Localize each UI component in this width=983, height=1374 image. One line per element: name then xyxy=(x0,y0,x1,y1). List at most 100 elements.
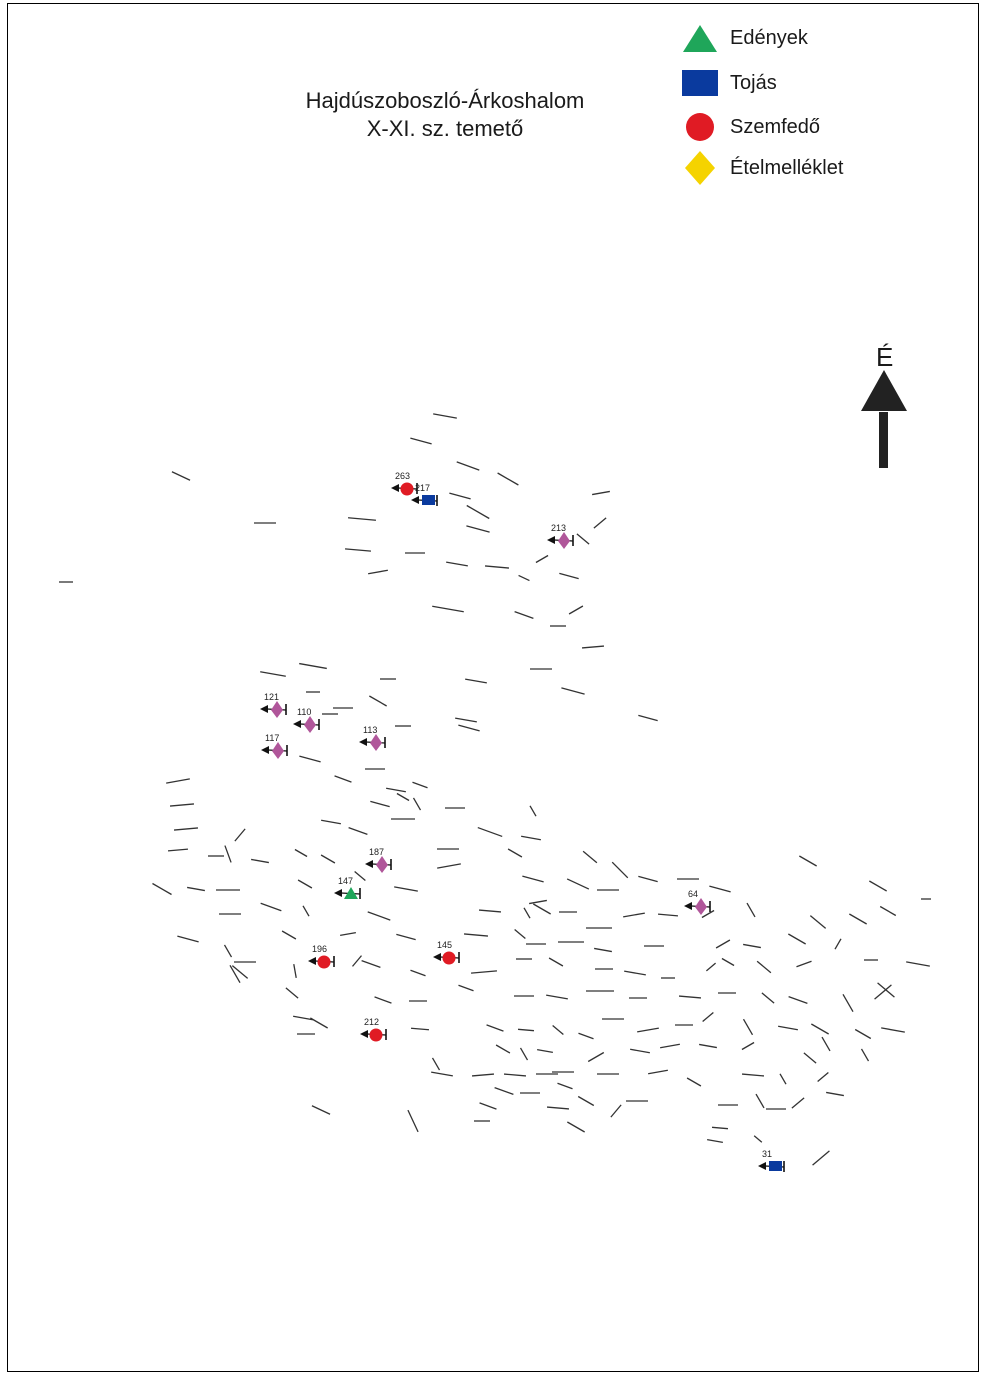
grave-outline xyxy=(788,933,806,945)
grave-outline xyxy=(552,1025,564,1035)
grave-outline xyxy=(479,1102,497,1110)
grave-outline xyxy=(869,880,887,892)
grave-marker-212[interactable]: 212 xyxy=(360,1017,387,1042)
grave-outline xyxy=(466,525,490,533)
grave-marker-187[interactable]: 187 xyxy=(365,847,392,873)
legend-label: Szemfedő xyxy=(730,115,821,138)
grave-outline xyxy=(334,775,352,783)
grave-outline xyxy=(702,1012,714,1022)
circle-icon xyxy=(680,111,720,143)
grave-marker-213[interactable]: 213 xyxy=(547,523,574,549)
grave-markers: 263 217 213 121 110 117 113 187 147 196 145 212 64 31 xyxy=(260,471,785,1172)
tojas-marker-icon xyxy=(422,495,435,505)
grave-outline xyxy=(229,965,241,983)
grave-outline xyxy=(741,1041,755,1051)
grave-outline xyxy=(535,554,549,564)
grave-number-label: 212 xyxy=(364,1017,379,1027)
grave-outline xyxy=(686,1077,702,1087)
cemetery-map: 263 217 213 121 110 117 113 187 147 196 145 212 64 31 xyxy=(59,370,931,1172)
grave-marker-196[interactable]: 196 xyxy=(308,944,335,969)
legend-item-etelmelleklet: Ételmelléklet xyxy=(680,151,843,185)
grave-outline xyxy=(410,969,426,977)
grave-outline xyxy=(533,903,551,915)
grave-outline xyxy=(546,994,568,1000)
grave-outline xyxy=(592,490,610,496)
grave-outline xyxy=(799,855,817,867)
grave-outline xyxy=(743,943,761,949)
grave-outline xyxy=(503,1073,527,1077)
grave-outline xyxy=(578,1032,594,1040)
grave-marker-117[interactable]: 117 xyxy=(261,733,288,759)
grave-outline xyxy=(320,854,336,864)
grave-outline xyxy=(518,574,530,582)
grave-outline xyxy=(367,911,391,921)
grave-outline xyxy=(352,955,362,967)
grave-outline xyxy=(368,569,388,575)
grave-outline xyxy=(507,848,523,858)
triangle-icon xyxy=(680,22,720,54)
grave-outline xyxy=(446,561,468,567)
grave-outline xyxy=(809,915,827,929)
grave-marker-121[interactable]: 121 xyxy=(260,692,287,718)
grave-outline xyxy=(477,826,503,838)
grave-outline xyxy=(297,879,313,889)
grave-outline xyxy=(456,461,480,471)
grave-outline xyxy=(431,1071,453,1077)
grave-outline xyxy=(826,1091,844,1097)
grave-outline xyxy=(169,803,195,807)
grave-outline xyxy=(834,938,842,950)
grave-outline xyxy=(582,850,598,864)
grave-outline xyxy=(396,933,416,941)
grave-outline xyxy=(374,996,392,1004)
grave-marker-263[interactable]: 263 xyxy=(391,471,418,496)
grave-outline xyxy=(340,931,356,937)
grave-outlines xyxy=(59,413,931,1166)
grave-outline xyxy=(581,645,605,649)
grave-outline xyxy=(576,533,590,545)
grave-outline xyxy=(449,492,471,500)
grave-outline xyxy=(412,781,428,789)
grave-outline xyxy=(624,970,646,976)
grave-outline xyxy=(611,861,629,879)
grave-marker-145[interactable]: 145 xyxy=(433,940,460,965)
grave-outline xyxy=(593,517,607,529)
grave-outline xyxy=(251,858,269,864)
grave-marker-113[interactable]: 113 xyxy=(359,725,386,751)
grave-number-label: 187 xyxy=(369,847,384,857)
grave-outline xyxy=(433,413,457,419)
grave-outline xyxy=(458,984,474,992)
map-frame: 263 217 213 121 110 117 113 187 147 196 145 212 64 31… xyxy=(7,3,979,1372)
grave-marker-64[interactable]: 64 xyxy=(684,889,711,915)
grave-outline xyxy=(519,1047,529,1061)
grave-marker-217[interactable]: 217 xyxy=(411,483,438,506)
grave-outline xyxy=(721,957,735,967)
grave-outline xyxy=(470,970,498,974)
grave-outline xyxy=(610,1104,622,1118)
grave-marker-110[interactable]: 110 xyxy=(293,707,320,733)
grave-outline xyxy=(152,882,172,896)
grave-marker-147[interactable]: 147 xyxy=(334,876,361,899)
grave-number-label: 113 xyxy=(363,725,377,735)
grave-number-label: 196 xyxy=(312,944,327,954)
grave-number-label: 117 xyxy=(265,733,279,743)
grave-outline xyxy=(514,929,526,939)
etelmelleklet-marker-icon xyxy=(695,898,707,915)
grave-outline xyxy=(561,687,585,695)
grave-outline xyxy=(788,995,808,1005)
grave-outline xyxy=(557,1082,573,1090)
grave-outline xyxy=(517,1028,535,1032)
grave-outline xyxy=(741,1073,765,1077)
grave-outline xyxy=(711,1126,729,1130)
grave-outline xyxy=(347,517,377,521)
grave-outline xyxy=(224,845,232,863)
grave-outline xyxy=(568,605,584,615)
grave-outline xyxy=(746,902,756,918)
grave-marker-31[interactable]: 31 xyxy=(758,1149,785,1172)
grave-outline xyxy=(709,885,731,893)
grave-outline xyxy=(260,671,286,677)
grave-outline xyxy=(167,848,189,852)
legend-label: Edények xyxy=(730,26,808,49)
grave-outline xyxy=(821,1036,831,1052)
grave-outline xyxy=(294,848,308,858)
grave-outline xyxy=(285,987,299,999)
